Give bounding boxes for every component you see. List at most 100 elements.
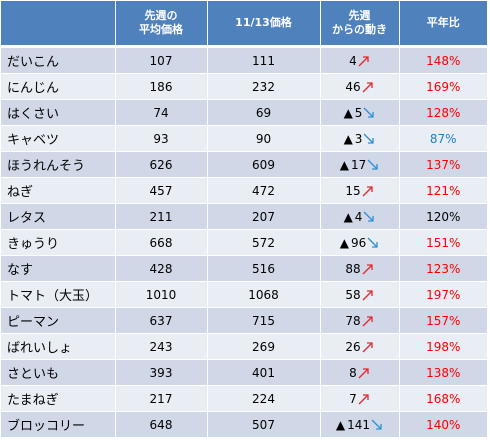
current-price-cell: 232 [207,73,321,100]
triangle-marker-icon: ▲ [335,417,346,432]
change-value: 17 [350,157,367,172]
arrow-up-right-icon [362,263,374,275]
vs-normal-percent-cell: 123% [399,255,487,282]
arrow-down-right-icon [367,159,379,171]
last-week-average-cell: 393 [115,359,208,386]
arrow-up-right-icon [362,315,374,327]
arrow-down-right-icon [371,419,383,431]
arrow-up-right-icon [358,55,370,67]
header-row: 先週の 平均価格 11/13価格 先週 からの動き 平年比 [1,1,487,48]
change-cell: ▲ 17 [320,151,400,178]
current-price-cell: 572 [207,229,321,256]
current-price-cell: 224 [207,385,321,412]
change-value: 88 [345,261,361,276]
header-change-from-last-week: 先週 からの動き [320,1,400,48]
table-body: だいこん 107 111 4 148% にんじん 186 232 46 169% はくさい 74 69 ▲… [1,46,487,438]
change-value: 15 [345,183,361,198]
table-row: ほうれんそう 626 609 ▲ 17 137% [1,151,487,178]
vegetable-name-cell: たまねぎ [1,385,116,412]
vegetable-name-cell: キャベツ [1,125,116,152]
change-cell: 88 [320,255,400,282]
change-value: 8 [349,365,357,380]
vs-normal-percent-cell: 140% [399,411,487,438]
last-week-average-cell: 1010 [115,281,208,308]
table-row: ばれいしょ 243 269 26 198% [1,333,487,360]
vs-normal-percent-cell: 148% [399,46,487,74]
table-row: トマト（大玉） 1010 1068 58 197% [1,281,487,308]
table-row: なす 428 516 88 123% [1,255,487,282]
last-week-average-cell: 217 [115,385,208,412]
change-value: 96 [350,235,367,250]
change-value: 4 [354,209,363,224]
vs-normal-percent-cell: 198% [399,333,487,360]
vs-normal-percent-cell: 168% [399,385,487,412]
current-price-cell: 715 [207,307,321,334]
price-table-container: 先週の 平均価格 11/13価格 先週 からの動き 平年比 だいこん 107 111 4 1… [1,1,487,438]
change-value: 78 [345,313,361,328]
change-value: 46 [345,79,361,94]
vs-normal-percent-cell: 138% [399,359,487,386]
arrow-up-right-icon [362,289,374,301]
table-row: レタス 211 207 ▲ 4 120% [1,203,487,230]
table-row: だいこん 107 111 4 148% [1,46,487,74]
vs-normal-percent-cell: 120% [399,203,487,230]
last-week-average-cell: 211 [115,203,208,230]
last-week-average-cell: 626 [115,151,208,178]
current-price-cell: 516 [207,255,321,282]
table-row: ねぎ 457 472 15 121% [1,177,487,204]
current-price-cell: 69 [207,99,321,126]
table-row: キャベツ 93 90 ▲ 3 87% [1,125,487,152]
change-cell: ▲ 141 [320,411,400,438]
last-week-average-cell: 428 [115,255,208,282]
header-last-week-average: 先週の 平均価格 [115,1,208,48]
last-week-average-cell: 668 [115,229,208,256]
vs-normal-percent-cell: 151% [399,229,487,256]
arrow-up-right-icon [362,341,374,353]
vegetable-price-table: 先週の 平均価格 11/13価格 先週 からの動き 平年比 だいこん 107 111 4 1… [1,1,487,438]
table-row: にんじん 186 232 46 169% [1,73,487,100]
current-price-cell: 609 [207,151,321,178]
current-price-cell: 269 [207,333,321,360]
current-price-cell: 1068 [207,281,321,308]
vegetable-name-cell: ばれいしょ [1,333,116,360]
arrow-up-right-icon [362,81,374,93]
vegetable-name-cell: だいこん [1,46,116,74]
change-cell: ▲ 5 [320,99,400,126]
vegetable-name-cell: なす [1,255,116,282]
change-value: 141 [347,417,371,432]
vegetable-name-cell: きゅうり [1,229,116,256]
change-cell: ▲ 96 [320,229,400,256]
change-cell: 46 [320,73,400,100]
header-price-1113: 11/13価格 [207,1,321,48]
change-value: 5 [354,105,363,120]
vegetable-name-cell: はくさい [1,99,116,126]
last-week-average-cell: 457 [115,177,208,204]
vs-normal-percent-cell: 157% [399,307,487,334]
table-row: たまねぎ 217 224 7 168% [1,385,487,412]
header-vs-normal-year: 平年比 [399,1,487,48]
change-value: 4 [349,53,357,68]
current-price-cell: 507 [207,411,321,438]
change-cell: 26 [320,333,400,360]
vegetable-name-cell: ピーマン [1,307,116,334]
last-week-average-cell: 74 [115,99,208,126]
table-row: きゅうり 668 572 ▲ 96 151% [1,229,487,256]
table-row: ブロッコリー 648 507 ▲ 141 140% [1,411,487,438]
vegetable-name-cell: トマト（大玉） [1,281,116,308]
arrow-down-right-icon [367,237,379,249]
arrow-up-right-icon [358,367,370,379]
change-cell: ▲ 3 [320,125,400,152]
change-value: 26 [345,339,361,354]
vegetable-name-cell: ねぎ [1,177,116,204]
vs-normal-percent-cell: 128% [399,99,487,126]
triangle-marker-icon: ▲ [343,209,353,224]
change-cell: 8 [320,359,400,386]
change-value: 58 [345,287,361,302]
arrow-up-right-icon [362,185,374,197]
arrow-down-right-icon [363,133,375,145]
table-row: ピーマン 637 715 78 157% [1,307,487,334]
vs-normal-percent-cell: 121% [399,177,487,204]
triangle-marker-icon: ▲ [339,235,349,250]
current-price-cell: 90 [207,125,321,152]
header-vegetable [1,1,116,48]
